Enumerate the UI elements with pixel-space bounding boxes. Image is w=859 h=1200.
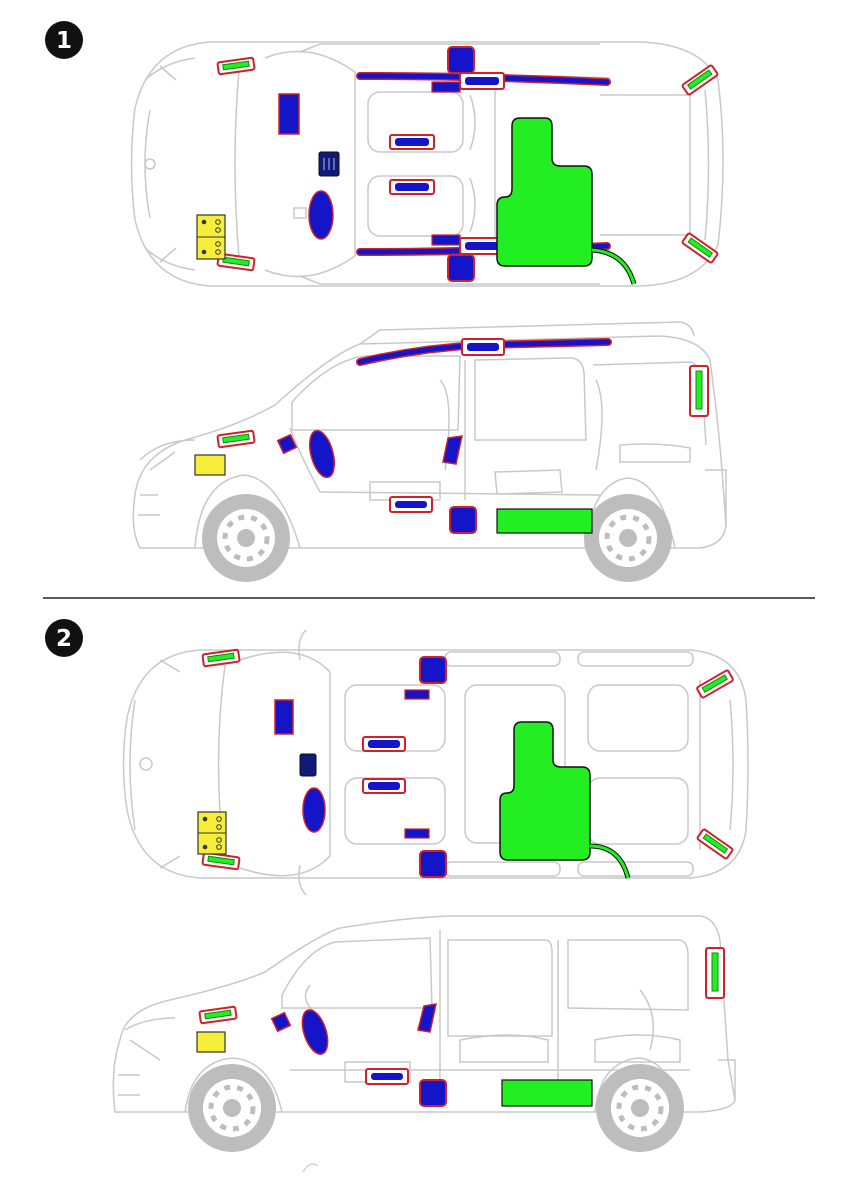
high-voltage-cable	[591, 248, 636, 285]
battery-12v-side-short	[194, 454, 226, 476]
section-1: 1	[45, 21, 727, 582]
high-voltage-battery-side-long	[501, 1079, 593, 1107]
side-airbag-left-long	[419, 656, 447, 684]
battery-12v-long	[197, 811, 227, 855]
crash-sensor-rear-right	[681, 232, 719, 264]
airbag-knee-long	[270, 1011, 292, 1033]
components-top-long	[197, 648, 734, 879]
side-airbag-right-long	[419, 850, 447, 878]
section-2-number: 2	[56, 626, 72, 652]
section-2-badge: 2	[45, 619, 83, 657]
battery-12v-side-long	[196, 1031, 226, 1053]
crash-sensor-rear-right-long	[696, 828, 734, 860]
section-1-number: 1	[56, 28, 72, 54]
components-side-long	[196, 947, 725, 1107]
airbag-driver-side-long	[301, 1009, 329, 1055]
side-airbag-lower-long	[419, 1079, 447, 1107]
battery-12v	[196, 214, 226, 260]
crash-sensor-front-left	[216, 56, 256, 76]
side-airbag-right	[447, 254, 475, 282]
airbag-driver-wheel	[308, 190, 334, 240]
crash-sensor-rear-left-long	[696, 669, 734, 699]
high-voltage-battery	[496, 117, 593, 267]
crash-sensor-front-right-long	[201, 851, 241, 871]
crash-sensor-rear-left	[681, 64, 719, 96]
crash-sensor-front-right	[216, 252, 256, 272]
wheel-front-long	[188, 1064, 276, 1152]
side-airbag-seat-long	[417, 1003, 437, 1033]
wheels-long-van	[188, 1064, 684, 1152]
crash-sensor-front-side-short	[216, 429, 256, 449]
high-voltage-cable-long	[589, 844, 630, 879]
airbag-passenger-long	[274, 699, 294, 735]
wheel-rear-long	[596, 1064, 684, 1152]
components-side-short	[194, 338, 709, 534]
components-top-short	[196, 46, 719, 285]
airbag-knee-short	[276, 433, 298, 455]
crash-sensor-front-side-long	[198, 1005, 238, 1025]
side-airbag-seat-short	[442, 435, 463, 465]
side-airbag-left	[447, 46, 475, 74]
side-airbag-lower-short	[449, 506, 477, 534]
wheel-front-short	[202, 494, 290, 582]
airbag-driver-side-short	[308, 429, 336, 479]
top-view-long-van	[122, 629, 749, 896]
airbag-driver-wheel-long	[302, 787, 326, 833]
page-mark	[302, 1163, 319, 1173]
airbag-passenger	[278, 93, 300, 135]
section-2: 2	[45, 619, 749, 1173]
section-1-badge: 1	[45, 21, 83, 59]
wheel-rear-short	[584, 494, 672, 582]
crash-sensor-front-left-long	[201, 648, 241, 668]
high-voltage-battery-long	[499, 721, 591, 861]
control-unit-long	[299, 753, 317, 777]
high-voltage-battery-side-short	[496, 508, 593, 534]
crash-sensor-rear-side-long	[705, 947, 725, 999]
crash-sensor-rear-side-short	[689, 365, 709, 417]
wheels-short-van	[202, 494, 672, 582]
